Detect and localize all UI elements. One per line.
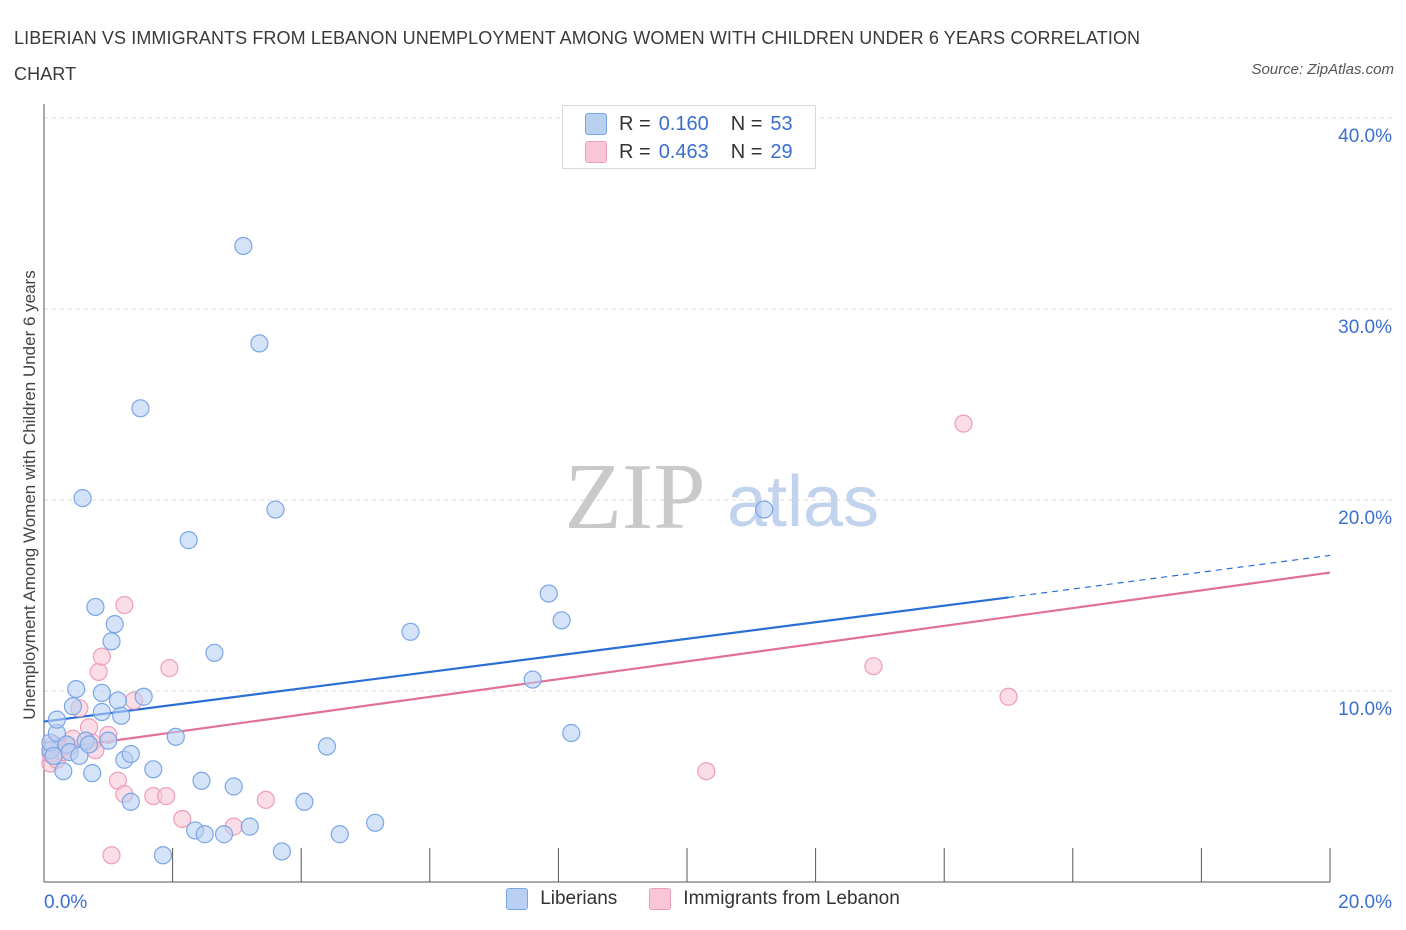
liberian-point: [523, 670, 542, 689]
liberian-point: [112, 706, 131, 725]
liberian-point: [539, 584, 558, 603]
liberian-point: [144, 760, 163, 779]
x-tick-label: 20.0%: [1338, 892, 1392, 913]
liberian-point: [295, 792, 314, 811]
r-label: R =: [619, 140, 651, 163]
r-value: 0.160: [658, 112, 709, 135]
liberians-swatch-icon: [506, 888, 529, 910]
grid-lines: [44, 117, 1392, 692]
r-label: R =: [619, 112, 651, 135]
stats-legend: R = 0.160 N = 53 R = 0.463 N = 29: [562, 105, 816, 169]
liberian-point: [99, 731, 118, 750]
liberian-point: [54, 762, 73, 781]
legend-item-liberians[interactable]: Liberians: [506, 888, 617, 910]
stats-row-lebanon: R = 0.463 N = 29: [585, 140, 793, 164]
liberian-point: [330, 825, 349, 844]
liberian-point: [108, 691, 128, 710]
liberian-point: [317, 737, 337, 756]
lebanon-point: [92, 647, 111, 666]
tick-labels: 10.0% 20.0% 30.0% 40.0% 0.0% 20.0%: [44, 126, 1392, 913]
lebanon-point: [102, 846, 121, 865]
lebanon-point: [256, 790, 275, 809]
x-tick-label: 0.0%: [44, 892, 87, 913]
legend-label: Immigrants from Lebanon: [683, 888, 900, 909]
lebanon-point: [160, 658, 179, 678]
liberian-point: [366, 813, 385, 832]
liberian-point: [214, 825, 234, 844]
liberian-point: [192, 771, 211, 790]
liberians-swatch-icon: [585, 113, 607, 135]
stats-row-liberians: R = 0.160 N = 53: [585, 112, 793, 136]
y-axis-title: Unemployment Among Women with Children U…: [20, 270, 39, 720]
lebanon-point: [115, 595, 134, 615]
n-label: N =: [730, 140, 763, 163]
legend-item-lebanon[interactable]: Immigrants from Lebanon: [649, 888, 900, 910]
lebanon-point: [89, 662, 108, 682]
liberian-point: [205, 643, 224, 662]
lebanon-swatch-icon: [649, 888, 672, 910]
data-points: [41, 236, 1018, 865]
liberian-point: [153, 846, 173, 865]
legend-label: Liberians: [540, 888, 618, 909]
lebanon-trend-line: [43, 571, 1331, 752]
liberian-point: [92, 683, 111, 703]
lebanon-point: [173, 809, 192, 829]
liberian-point: [102, 632, 121, 651]
y-tick-label: 10.0%: [1338, 699, 1392, 720]
n-value: 53: [770, 112, 793, 135]
liberian-point: [73, 488, 92, 508]
lebanon-point: [999, 687, 1018, 706]
liberian-point: [552, 611, 571, 630]
liberian-point: [234, 236, 253, 256]
liberian-point: [86, 597, 105, 617]
source-credit: Source: ZipAtlas.com: [1251, 61, 1394, 78]
liberian-point: [134, 687, 153, 706]
r-value: 0.463: [658, 140, 709, 163]
liberian-point: [83, 764, 102, 783]
watermark-atlas: atlas: [727, 462, 879, 542]
zipatlas-watermark: ZIP atlas: [565, 445, 880, 549]
liberian-point: [179, 531, 198, 550]
liberian-point: [121, 744, 140, 764]
liberian-point: [401, 622, 420, 641]
liberian-point: [250, 334, 269, 353]
lebanon-point: [157, 786, 176, 806]
series-legend: Liberians Immigrants from Lebanon: [0, 888, 1406, 910]
y-tick-label: 30.0%: [1338, 317, 1392, 338]
chart-title: LIBERIAN VS IMMIGRANTS FROM LEBANON UNEM…: [14, 28, 1141, 84]
liberians-trend-extension: [1008, 554, 1331, 599]
liberian-point: [47, 710, 66, 729]
n-value: 29: [770, 140, 793, 163]
watermark-zip: ZIP: [565, 445, 706, 549]
liberian-point: [63, 697, 83, 716]
liberian-point: [67, 679, 86, 699]
y-tick-label: 20.0%: [1338, 508, 1392, 529]
lebanon-swatch-icon: [585, 141, 607, 163]
liberian-point: [121, 792, 140, 811]
liberian-point: [79, 735, 99, 754]
trend-lines: [43, 554, 1331, 752]
n-label: N =: [730, 112, 763, 135]
liberian-point: [166, 727, 185, 746]
liberian-point: [105, 615, 124, 634]
liberian-point: [131, 399, 150, 418]
liberians-trend-line: [43, 596, 1009, 723]
liberian-point: [224, 777, 243, 796]
liberian-point: [272, 842, 292, 861]
lebanon-point: [864, 657, 883, 676]
liberian-point: [562, 723, 581, 743]
liberian-point: [92, 702, 111, 722]
liberian-point: [266, 500, 285, 519]
liberian-point: [195, 825, 214, 844]
liberian-point: [240, 817, 259, 836]
y-tick-label: 40.0%: [1338, 126, 1392, 147]
lebanon-point: [954, 414, 973, 433]
liberian-point: [755, 500, 774, 519]
lebanon-point: [697, 762, 716, 781]
